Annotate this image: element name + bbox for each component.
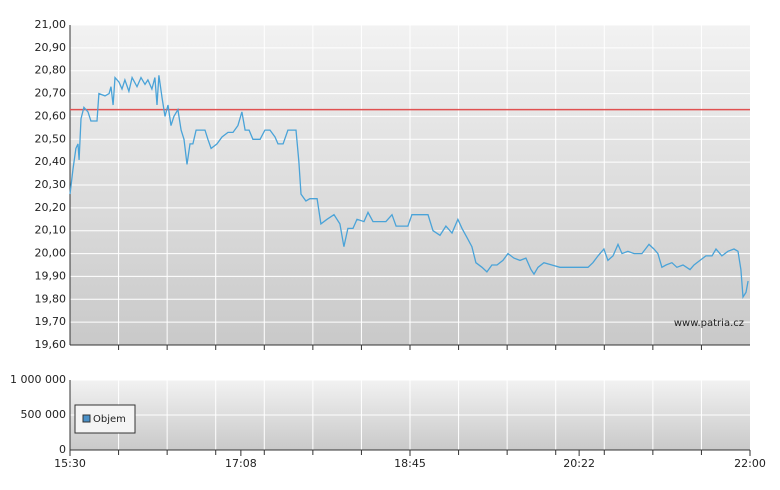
x-tick-label: 15:30 bbox=[54, 457, 86, 470]
x-tick-label: 22:00 bbox=[734, 457, 766, 470]
y-tick-label: 20,60 bbox=[35, 109, 67, 122]
y-tick-label: 20,00 bbox=[35, 247, 67, 260]
y-tick-label: 19,90 bbox=[35, 269, 67, 282]
y-tick-label: 20,10 bbox=[35, 224, 67, 237]
price-line bbox=[69, 75, 749, 299]
y-tick-label: 19,60 bbox=[35, 338, 67, 351]
x-tick-label: 17:08 bbox=[225, 457, 257, 470]
legend-swatch bbox=[82, 414, 91, 423]
y-tick-label: 19,70 bbox=[35, 315, 67, 328]
y-tick-label: 20,90 bbox=[35, 41, 67, 54]
x-tick-label: 20:22 bbox=[563, 457, 595, 470]
y-tick-label: 20,70 bbox=[35, 87, 67, 100]
x-tick-label: 18:45 bbox=[394, 457, 426, 470]
y-tick-label: 20,40 bbox=[35, 155, 67, 168]
y-tick-label: 0 bbox=[59, 443, 66, 456]
y-tick-label: 20,20 bbox=[35, 201, 67, 214]
y-tick-label: 20,30 bbox=[35, 178, 67, 191]
y-tick-label: 20,50 bbox=[35, 132, 67, 145]
legend-label: Objem bbox=[93, 414, 126, 425]
watermark: www.patria.cz bbox=[674, 318, 744, 329]
y-tick-label: 20,80 bbox=[35, 64, 67, 77]
y-tick-label: 21,00 bbox=[35, 18, 67, 31]
y-tick-label: 500 000 bbox=[21, 408, 67, 421]
y-tick-label: 1 000 000 bbox=[10, 373, 66, 386]
y-tick-label: 19,80 bbox=[35, 292, 67, 305]
